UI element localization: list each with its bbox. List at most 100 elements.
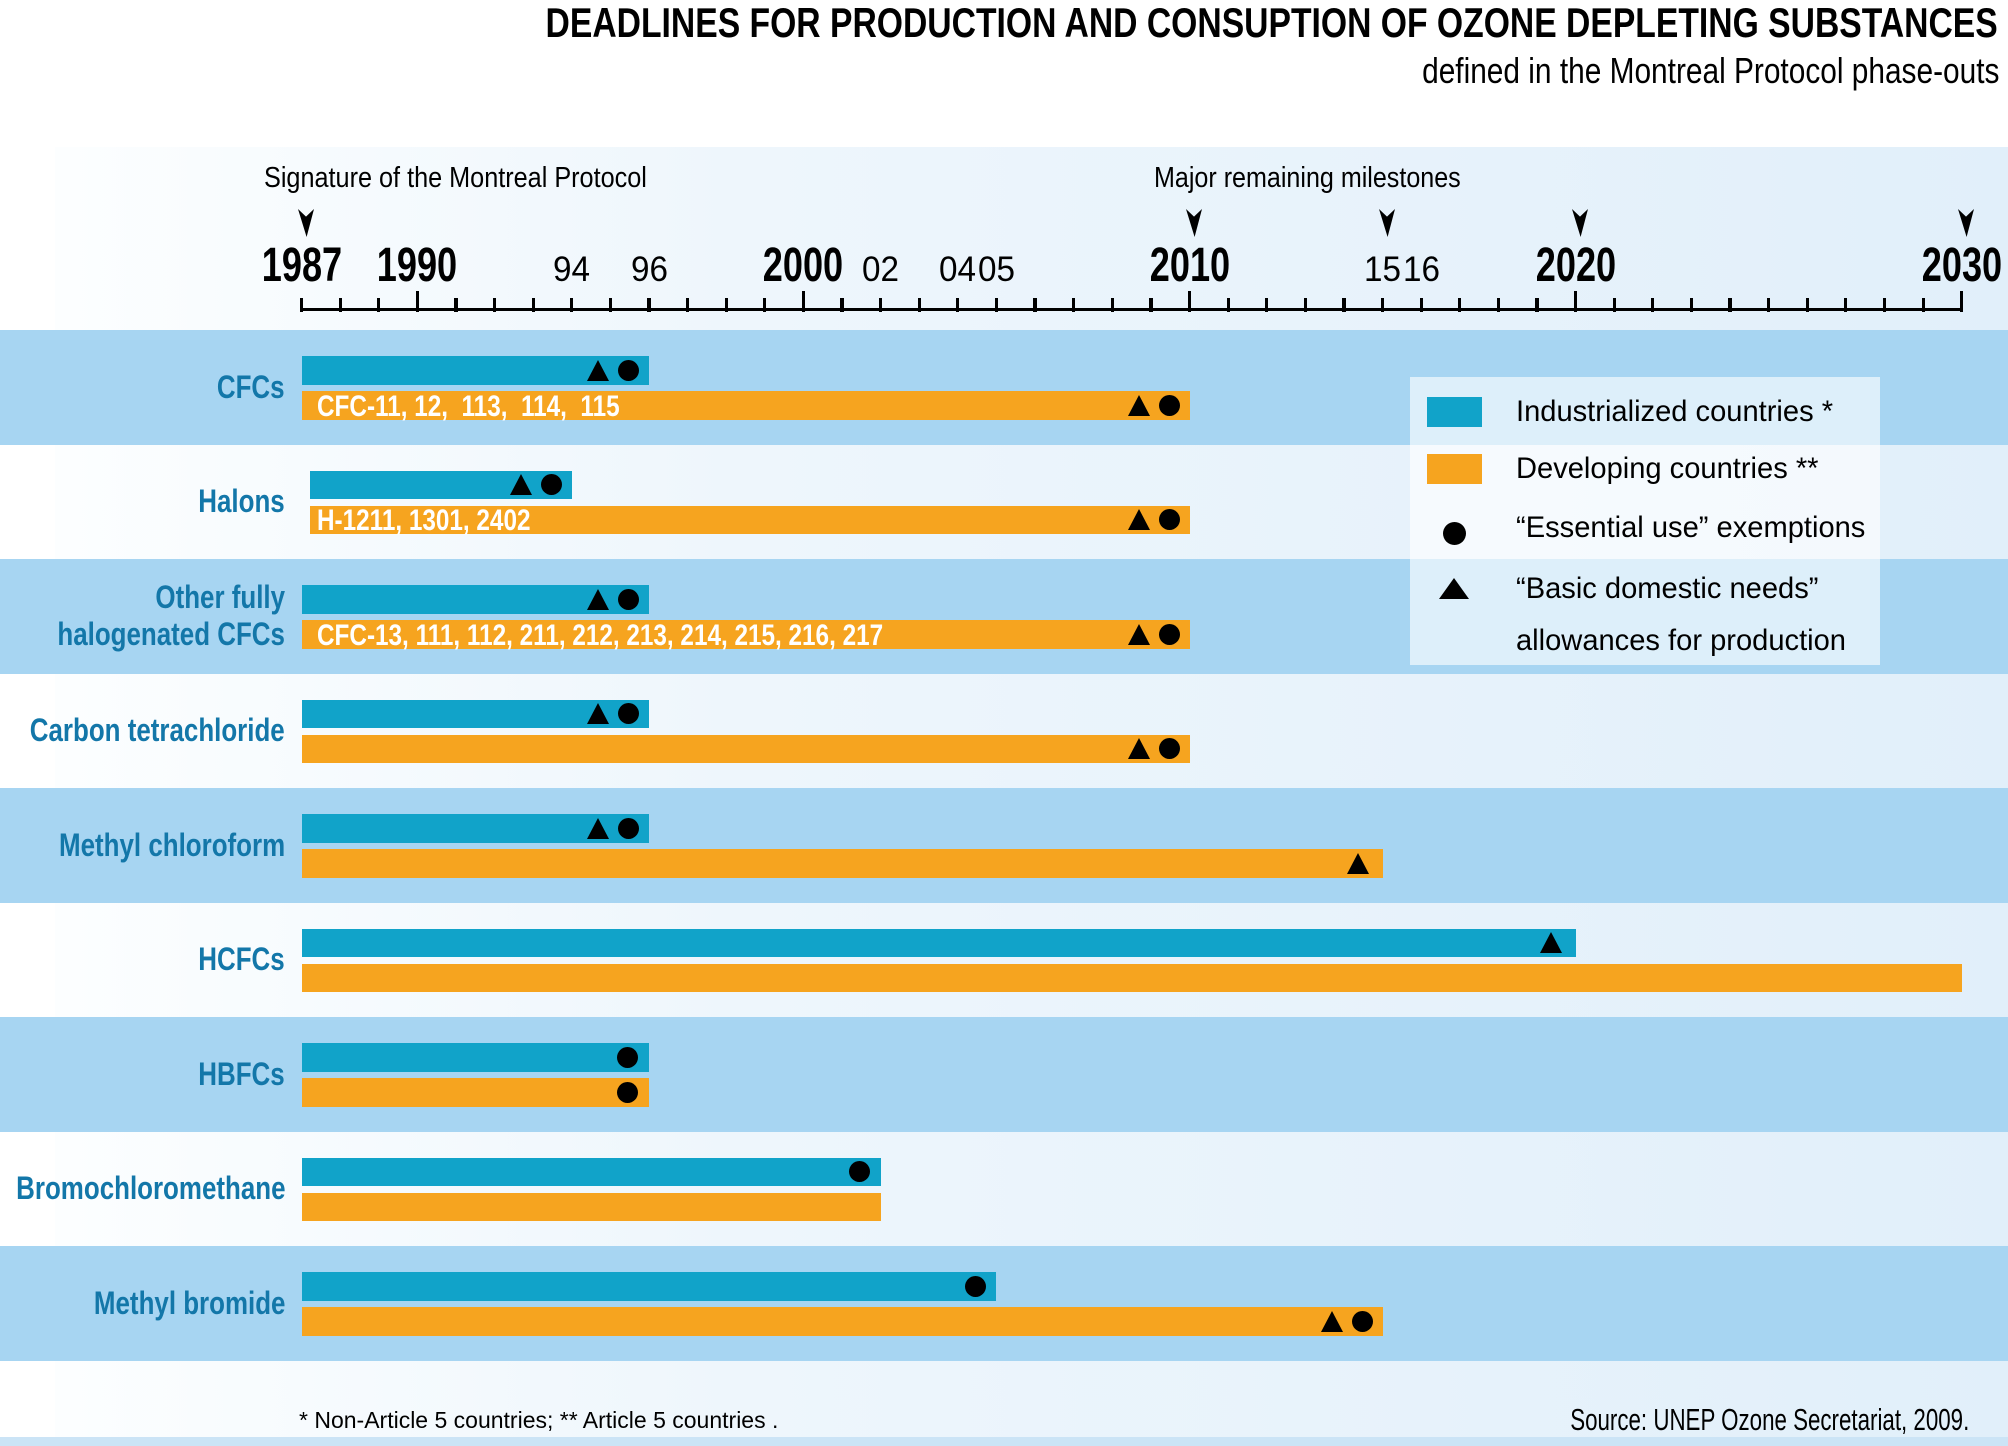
axis-year-label-2005: 05 (746, 252, 1246, 287)
axis-year-label-2010: 2010 (940, 241, 1440, 290)
axis-tick-1988 (338, 298, 342, 312)
axis-tick-2018 (1496, 298, 1500, 312)
row-label-text: Methyl bromide (49, 1285, 285, 1322)
developing-bar (301, 734, 1190, 763)
axis-tick-2015 (1380, 298, 1385, 312)
axis-tick-2016 (1419, 298, 1423, 312)
essential-use-marker (617, 1081, 639, 1103)
chart-subtitle-text: defined in the Montreal Protocol phase-o… (1422, 50, 2000, 92)
row-label-text: halogenated CFCs (4, 616, 285, 653)
axis-year-label-2016-text: 16 (1402, 249, 1440, 289)
axis-tick-2020 (1574, 290, 1578, 312)
axis-tick-2025 (1767, 298, 1771, 312)
industrialized-bar (301, 928, 1576, 957)
axis-tick-1992 (492, 298, 497, 312)
axis-tick-2001 (840, 298, 844, 312)
row-label-text: Bromochloromethane (0, 1170, 285, 1207)
axis-tick-2027 (1844, 298, 1848, 312)
axis-tick-1991 (454, 298, 458, 312)
row-label-text-text: HBFCs (198, 1055, 285, 1092)
row-label-text-text: Other fully (155, 579, 285, 616)
axis-tick-2019 (1535, 298, 1539, 312)
axis-year-label-2020-text: 2020 (1535, 237, 1616, 292)
bar-annotation: CFC-11, 12, 113, 114, 115 (317, 391, 691, 422)
row-label-text-text: HCFCs (198, 941, 285, 978)
essential-use-marker (617, 817, 639, 839)
essential-use-legend-marker (1442, 521, 1466, 545)
source-credit-text: Source: UNEP Ozone Secretariat, 2009. (1570, 1402, 1970, 1438)
axis-tick-2007 (1072, 298, 1076, 312)
chart-subtitle: defined in the Montreal Protocol phase-o… (1303, 53, 1999, 89)
axis-tick-2022 (1651, 298, 1655, 312)
row-label-text: Other fully (4, 579, 285, 616)
milestone-arrow-2015 (1378, 209, 1395, 242)
developing-bar (301, 963, 1962, 992)
legend-basic-domestic-label-line1: “Basic domestic needs” (1516, 573, 1828, 604)
axis-year-label-2020: 2020 (1326, 241, 1826, 290)
axis-year-label-2010-text: 2010 (1149, 237, 1230, 292)
essential-use-marker (617, 588, 639, 610)
row-label-text-text: Bromochloromethane (15, 1170, 285, 1207)
developing-bar (309, 505, 1190, 534)
milestone-arrow-2010 (1185, 209, 1202, 242)
bottom-strip (0, 1437, 2008, 1446)
milestone-arrow-1987 (297, 209, 314, 242)
chart-title: DEADLINES FOR PRODUCTION AND CONSUPTION … (187, 2, 1998, 44)
essential-use-marker (1158, 509, 1180, 531)
row-label-text-text: Methyl bromide (93, 1284, 285, 1321)
axis-tick-2009 (1149, 298, 1153, 312)
axis-year-label-1996-text: 96 (630, 249, 668, 289)
row-label: Methyl chloroform (6, 827, 285, 864)
row-label: HCFCs (178, 941, 285, 978)
milestone-arrow-2020-text-text (1571, 209, 1588, 237)
axis-tick-2003 (917, 298, 921, 312)
source-credit: Source: UNEP Ozone Secretariat, 2009. (1415, 1404, 1969, 1435)
milestone-arrow-2020 (1571, 209, 1588, 242)
row-label: Halons (178, 483, 285, 520)
milestone-arrow-2015-text (1378, 209, 1395, 237)
axis-tick-2010 (1187, 290, 1192, 312)
axis-year-label-1990: 1990 (167, 241, 667, 290)
legend-essential-use-label: “Essential use” exemptions (1516, 510, 1876, 544)
bar-annotation: CFC-13, 111, 112, 211, 212, 213, 214, 21… (317, 618, 1016, 652)
footnote: * Non-Article 5 countries; ** Article 5 … (299, 1409, 778, 1432)
row-label: HBFCs (178, 1056, 285, 1093)
chart-title-text: DEADLINES FOR PRODUCTION AND CONSUPTION … (545, 0, 1998, 47)
axis-year-label-2002-text: 02 (862, 249, 900, 289)
essential-use-marker (1158, 623, 1180, 645)
axis-year-label-2015: 15 (1133, 252, 1633, 287)
row-label-text: Carbon tetrachloride (0, 712, 285, 749)
row-label: CFCs (201, 369, 285, 406)
axis-year-label-1994-text: 94 (553, 249, 591, 289)
axis-tick-1995 (608, 298, 612, 312)
bar-annotation-text: CFC-13, 111, 112, 211, 212, 213, 214, 21… (317, 618, 884, 652)
axis-year-label-2030: 2030 (1712, 241, 2008, 290)
axis-year-label-2002: 02 (631, 252, 1131, 287)
basic-domestic-needs-marker (1128, 623, 1151, 645)
industrialized-swatch (1427, 397, 1482, 427)
row-label-text: CFCs (201, 369, 285, 406)
basic-domestic-needs-marker (1321, 1310, 1344, 1332)
band-6 (0, 1017, 2008, 1132)
industrialized-bar (301, 1272, 997, 1301)
bar-annotation-text: H-1211, 1301, 2402 (317, 504, 531, 537)
row-label-text-text: CFCs (217, 368, 285, 405)
legend-developing-label: Developing countries ** (1516, 454, 1828, 484)
legend-industrialized-label-text: Industrialized countries * (1516, 394, 1834, 428)
axis-tick-2024 (1728, 298, 1732, 312)
axis-year-label-2016: 16 (1171, 252, 1671, 287)
axis-year-label-2000-text: 2000 (763, 237, 844, 292)
axis-tick-2002 (879, 298, 883, 312)
row-label-text-text: Carbon tetrachloride (30, 712, 285, 749)
legend-developing-label-text: Developing countries ** (1516, 452, 1819, 486)
basic-domestic-needs-marker (587, 817, 610, 839)
axis-tick-1997 (686, 298, 690, 312)
axis-tick-2017 (1458, 298, 1462, 312)
legend-essential-use-label-text: “Essential use” exemptions (1516, 510, 1866, 544)
row-label-text-text: Halons (198, 483, 285, 520)
row-label-text: Halons (178, 483, 285, 520)
signature-annotation: Signature of the Montreal Protocol (264, 164, 704, 193)
axis-tick-2013 (1303, 298, 1307, 312)
signature-annotation-text: Signature of the Montreal Protocol (263, 162, 647, 195)
axis-tick-1998 (724, 298, 728, 312)
